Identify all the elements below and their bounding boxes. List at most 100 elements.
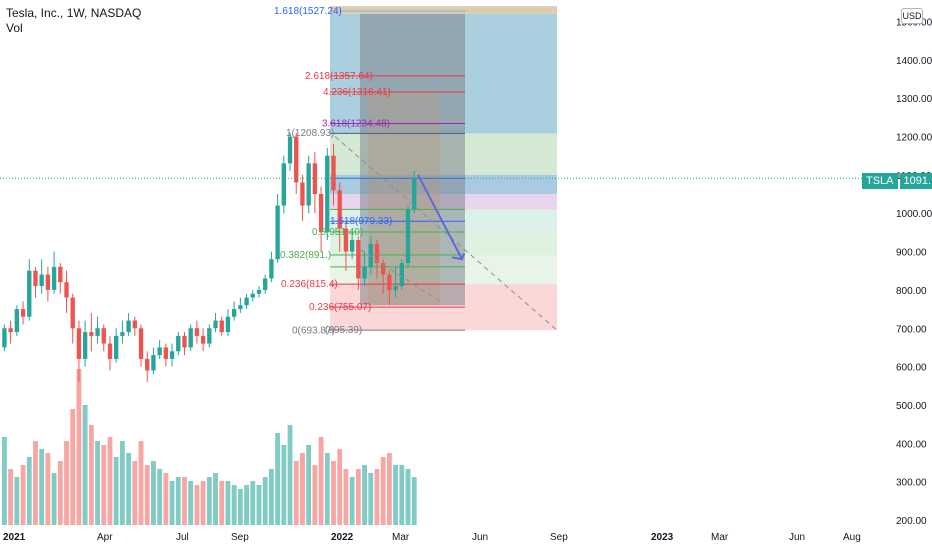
volume-label: Vol (6, 21, 23, 35)
volume-bar (126, 453, 132, 525)
time-tick-label: Mar (711, 532, 729, 543)
time-axis[interactable]: 2021 Apr Jul Sep 2022 Mar Jun Sep 2023 Mar Jun Aug (3, 532, 861, 543)
price-tick-label: 600.00 (896, 363, 927, 374)
volume-bar (343, 469, 349, 525)
legend: Tesla, Inc., 1W, NASDAQ Vol (6, 6, 141, 36)
volume-bar (368, 473, 374, 525)
volume-bar (2, 437, 7, 525)
volume-bar (8, 469, 14, 525)
volume-bar (393, 465, 399, 525)
volume-bar (362, 465, 367, 525)
candle (412, 178, 417, 210)
candle (213, 320, 218, 329)
volume-bar (355, 469, 361, 525)
volume-bar (51, 473, 57, 525)
volume-bar (225, 481, 231, 525)
candle (76, 328, 82, 359)
price-axis-bg (862, 0, 932, 550)
currency-label[interactable]: USD (901, 8, 923, 24)
volume-bar (399, 465, 405, 525)
price-tick-label: 800.00 (896, 286, 927, 297)
volume-bar (76, 369, 82, 525)
last-price-symbol: TSLA (862, 173, 898, 189)
volume-bar (331, 461, 336, 525)
fib-level-label: 1.618(1527.24) (274, 6, 342, 17)
candle (399, 263, 404, 287)
candle (82, 332, 88, 359)
forecast-arrowhead (451, 253, 465, 261)
volume-bar (219, 481, 225, 525)
candle (387, 274, 392, 290)
time-tick-label: Sep (231, 532, 249, 543)
volume-bar (151, 461, 156, 525)
candle (151, 355, 156, 371)
symbol-title: Tesla, Inc., 1W, NASDAQ (6, 6, 142, 20)
time-tick-label: Aug (843, 532, 861, 543)
volume-bar (256, 485, 262, 525)
volume-bar (306, 445, 312, 525)
price-tick-label: 300.00 (896, 478, 927, 489)
fib-level-label: 1.618(979.33) (330, 216, 392, 227)
volume-bar (175, 477, 181, 525)
volume-bar (169, 481, 175, 525)
candle (225, 316, 231, 333)
volume-bar (57, 461, 63, 525)
volume-bar (113, 457, 119, 525)
candle (169, 351, 175, 359)
candle (250, 293, 255, 298)
volume-bar (386, 453, 392, 525)
trend-arrow[interactable] (334, 136, 558, 331)
price-tick-label: 500.00 (896, 401, 927, 412)
fib-band-10 (330, 6, 557, 14)
volume-bar (380, 457, 386, 525)
candle (120, 332, 125, 336)
candle (188, 328, 193, 348)
candle (219, 320, 224, 333)
time-tick-label: Apr (97, 532, 113, 543)
volume-bar (287, 425, 293, 525)
fib-level-label: 1(1208.93) (286, 128, 334, 139)
volume-bar (26, 457, 32, 525)
trend-dashed-line (334, 136, 558, 331)
candle (182, 335, 187, 348)
price-axis[interactable]: 1500.001400.001300.001200.001100.001000.… (862, 0, 932, 550)
volume-bar (132, 461, 138, 525)
candle (349, 240, 355, 252)
candle (318, 194, 324, 233)
price-tick-label: 1300.00 (896, 94, 932, 105)
fibonacci-labels: 1.618(1527.24) 2.618(1357.64) 4.236(1316.4… (274, 6, 392, 337)
fib-level-label: 0.236(815.4) (281, 279, 338, 290)
candle (306, 163, 311, 206)
volume-bar (95, 441, 100, 525)
candle (157, 347, 162, 356)
fib-level-label: 2.618(1357.64) (305, 71, 373, 82)
candle (95, 328, 100, 336)
candle (126, 320, 131, 333)
volume-bar (107, 437, 113, 525)
time-tick-label: Jun (472, 532, 488, 543)
candle (145, 358, 150, 371)
candle (200, 335, 206, 344)
candle (8, 328, 13, 333)
volume-bar (324, 453, 330, 525)
candle (39, 274, 44, 287)
time-tick-label: Sep (550, 532, 568, 543)
volume-bar (33, 441, 38, 525)
candle (33, 270, 38, 287)
candle (281, 163, 286, 206)
volume-bar (188, 481, 194, 525)
candle (194, 328, 200, 336)
volume-bar (194, 485, 200, 525)
candle (231, 309, 237, 317)
volume-bar (411, 477, 417, 525)
candle (374, 243, 380, 264)
volume-bar (144, 465, 150, 525)
fib-level-label: 0.236(755.07) (309, 302, 371, 313)
volume-bar (200, 481, 206, 525)
time-tick-label: 2021 (3, 532, 26, 543)
price-tick-label: 400.00 (896, 439, 927, 450)
volume-bar (318, 437, 324, 525)
volume-bar (300, 453, 305, 525)
volume-bar (250, 481, 256, 525)
